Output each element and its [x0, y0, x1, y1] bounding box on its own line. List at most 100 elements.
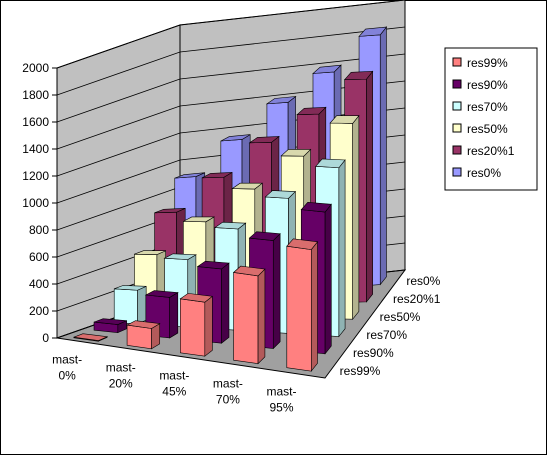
bar-side	[379, 26, 387, 286]
x-tick-label: mast- 70%	[213, 377, 243, 407]
bar	[126, 320, 161, 350]
grid-line	[56, 53, 406, 123]
y-tick-label: 600	[29, 250, 49, 264]
z-tick-label: res70%	[366, 328, 407, 342]
bar-top	[232, 265, 266, 277]
legend-label: res99%	[467, 56, 508, 70]
x-tick-label: mast- 45%	[159, 369, 189, 399]
bar-side	[324, 203, 332, 355]
legend-label: res90%	[467, 78, 508, 92]
bar	[93, 318, 127, 334]
bar-top	[265, 96, 297, 105]
bar-top	[134, 250, 166, 255]
legend-swatch	[452, 79, 462, 89]
x-tick-label: mast- 95%	[267, 385, 297, 415]
bar-side	[366, 70, 373, 303]
z-tick-label: res0%	[406, 274, 440, 288]
bar	[286, 238, 319, 372]
bar-top	[174, 172, 205, 179]
legend-label: res70%	[467, 100, 508, 114]
z-tick-label: res90%	[353, 346, 394, 360]
bar-front	[286, 245, 312, 372]
bar-top	[93, 318, 127, 325]
y-tick-label: 800	[29, 223, 49, 237]
bar-top	[163, 253, 197, 260]
bar-top	[248, 231, 281, 241]
bar-side	[257, 268, 266, 365]
x-tick-label: mast- 0%	[52, 353, 82, 383]
bar-top	[286, 238, 319, 250]
legend-swatch	[452, 123, 462, 133]
bar-side	[310, 240, 318, 372]
bar-top	[300, 201, 332, 213]
bar-top	[329, 115, 360, 124]
y-tick-label: 0	[42, 331, 49, 345]
x-tick-label-line: mast-	[159, 369, 189, 383]
legend-label: res50%	[467, 122, 508, 136]
bar-top	[196, 260, 230, 270]
y-tick-label: 200	[29, 304, 49, 318]
y-tick-label: 1600	[22, 115, 49, 129]
bar-side	[204, 295, 213, 357]
bar-top	[220, 134, 251, 142]
bar-top	[312, 64, 342, 74]
legend-box	[444, 47, 538, 191]
bar-top	[201, 172, 233, 179]
x-tick-label-line: mast-	[106, 361, 136, 375]
bar-side	[221, 262, 230, 344]
legend-label: res20%1	[467, 144, 515, 158]
x-tick-label: mast- 20%	[106, 361, 136, 391]
bar-top	[248, 136, 280, 144]
bar	[73, 333, 109, 342]
grid-line	[56, 26, 406, 96]
bar-side	[137, 285, 147, 325]
y-tick-label: 400	[29, 277, 49, 291]
x-tick-label-line: 70%	[216, 393, 240, 407]
bar-top	[280, 149, 312, 157]
bar-top	[214, 221, 247, 230]
bar-front	[180, 298, 206, 357]
y-tick-label: 1400	[22, 142, 49, 156]
y-tick-label: 1000	[22, 196, 49, 210]
z-tick-label: res20%1	[393, 292, 441, 306]
legend-label: res0%	[467, 166, 501, 180]
bar-top	[179, 293, 214, 303]
z-tick-label: res50%	[380, 310, 421, 324]
legend-swatch	[452, 101, 462, 111]
bar-side	[169, 292, 179, 339]
x-tick-label-line: mast-	[52, 353, 82, 367]
bar-top	[315, 158, 346, 169]
bar-top	[343, 71, 374, 81]
bar-top	[73, 333, 109, 341]
y-tick-label: 1200	[22, 169, 49, 183]
bar-side	[272, 232, 281, 350]
bar	[179, 293, 214, 357]
bar	[232, 265, 266, 365]
x-tick-label-line: mast-	[267, 385, 297, 399]
bar-front	[126, 324, 152, 350]
legend-swatch	[452, 145, 462, 155]
grid-line	[56, 0, 406, 69]
bar-front	[113, 288, 138, 325]
bar-side	[338, 159, 346, 338]
y-tick-label: 2000	[22, 61, 49, 75]
x-tick-label-line: 95%	[270, 401, 294, 415]
legend-swatch	[452, 167, 462, 177]
bar-top	[264, 190, 297, 199]
x-tick-label-line: 20%	[109, 377, 133, 391]
bar-side	[352, 114, 360, 321]
bar-top	[358, 26, 388, 37]
bar-top	[296, 106, 327, 115]
x-tick-label-line: 45%	[162, 385, 186, 399]
x-tick-label-line: mast-	[213, 377, 243, 391]
legend-swatch	[452, 57, 462, 67]
y-tick-label: 1800	[22, 88, 49, 102]
bar-top	[114, 285, 147, 291]
bar-top	[126, 320, 161, 329]
z-tick-label: res99%	[340, 364, 381, 378]
bar-front	[233, 272, 259, 364]
x-tick-label-line: 0%	[58, 369, 76, 383]
bar-top	[183, 216, 216, 223]
bar-top	[154, 208, 186, 214]
